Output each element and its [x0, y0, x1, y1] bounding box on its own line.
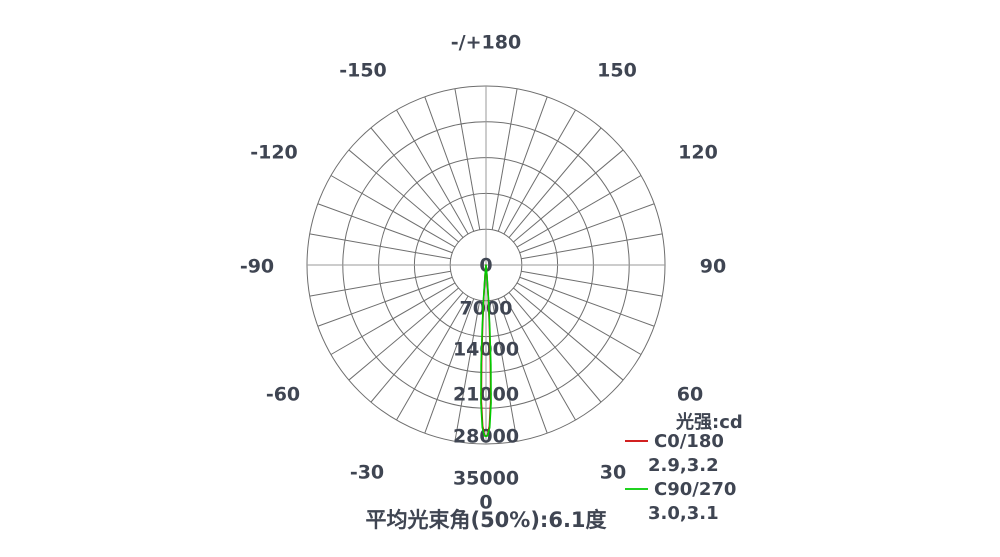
grid-spoke-60	[516, 175, 642, 248]
angle-label-90: 90	[700, 256, 726, 278]
angle-label-neg60: -60	[266, 384, 300, 406]
series-curve-c90-270	[480, 264, 492, 438]
angle-label-150: 150	[597, 60, 637, 82]
angle-label-0: 0	[479, 492, 492, 514]
angle-label-neg120: -120	[250, 142, 298, 164]
grid-spoke-210	[396, 295, 469, 421]
legend-values-c90-270: 3.0,3.1	[648, 503, 719, 524]
legend-label-c90-270: C90/270	[654, 479, 736, 500]
grid-spoke-20	[497, 96, 548, 232]
grid-spoke-110	[519, 276, 655, 327]
grid-spoke-130	[513, 287, 624, 381]
grid-spoke-260	[309, 270, 451, 297]
angle-label-60: 60	[677, 384, 703, 406]
radial-label-35000: 35000	[453, 468, 519, 490]
radial-label-7000: 7000	[460, 298, 513, 320]
grid-spoke-30	[503, 109, 576, 235]
legend-title: 光强:cd	[675, 411, 743, 433]
grid-spoke-50	[513, 149, 624, 243]
polar-grid-spokes	[309, 88, 663, 442]
grid-spoke-100	[521, 270, 663, 297]
grid-spoke-140	[508, 292, 602, 403]
grid-spoke-200	[424, 298, 475, 434]
angle-label-neg30: -30	[350, 462, 384, 484]
grid-spoke-150	[503, 295, 576, 421]
legend-values-c0-180: 2.9,3.2	[648, 455, 719, 476]
grid-spoke-40	[508, 127, 602, 238]
legend-label-c0-180: C0/180	[654, 431, 724, 452]
grid-spoke-320	[370, 127, 464, 238]
grid-spoke-310	[348, 149, 459, 243]
grid-spoke-250	[317, 276, 453, 327]
grid-spoke-330	[396, 109, 469, 235]
grid-spoke-120	[516, 282, 642, 355]
grid-spoke-160	[497, 298, 548, 434]
grid-spoke-10	[491, 88, 518, 230]
grid-spoke-170	[491, 300, 518, 442]
grid-spoke-290	[317, 203, 453, 254]
grid-spoke-350	[454, 88, 481, 230]
grid-spoke-340	[424, 96, 475, 232]
angle-label-neg150: -150	[339, 60, 387, 82]
grid-spoke-80	[521, 233, 663, 260]
radial-label-21000: 21000	[453, 384, 519, 406]
grid-spoke-240	[330, 282, 456, 355]
grid-spoke-230	[348, 287, 459, 381]
radial-label-14000: 14000	[453, 339, 519, 361]
legend: 光强:cd C0/180 2.9,3.2 C90/270 3.0,3.1	[625, 411, 743, 524]
angle-label-180: -/+180	[451, 32, 521, 54]
grid-spoke-190	[454, 300, 481, 442]
angle-label-neg90: -90	[240, 256, 274, 278]
grid-spoke-70	[519, 203, 655, 254]
angle-tick-labels: -/+180 -150 150 -120 120 -90 90 -60 60 -…	[240, 32, 726, 514]
grid-spoke-220	[370, 292, 464, 403]
angle-label-120: 120	[678, 142, 718, 164]
grid-spoke-300	[330, 175, 456, 248]
grid-spoke-280	[309, 233, 451, 260]
beam-angle-caption: 平均光束角(50%):6.1度	[365, 508, 606, 532]
radial-tick-labels: 0 7000 14000 21000 28000 35000	[453, 255, 519, 490]
angle-label-30: 30	[600, 462, 626, 484]
